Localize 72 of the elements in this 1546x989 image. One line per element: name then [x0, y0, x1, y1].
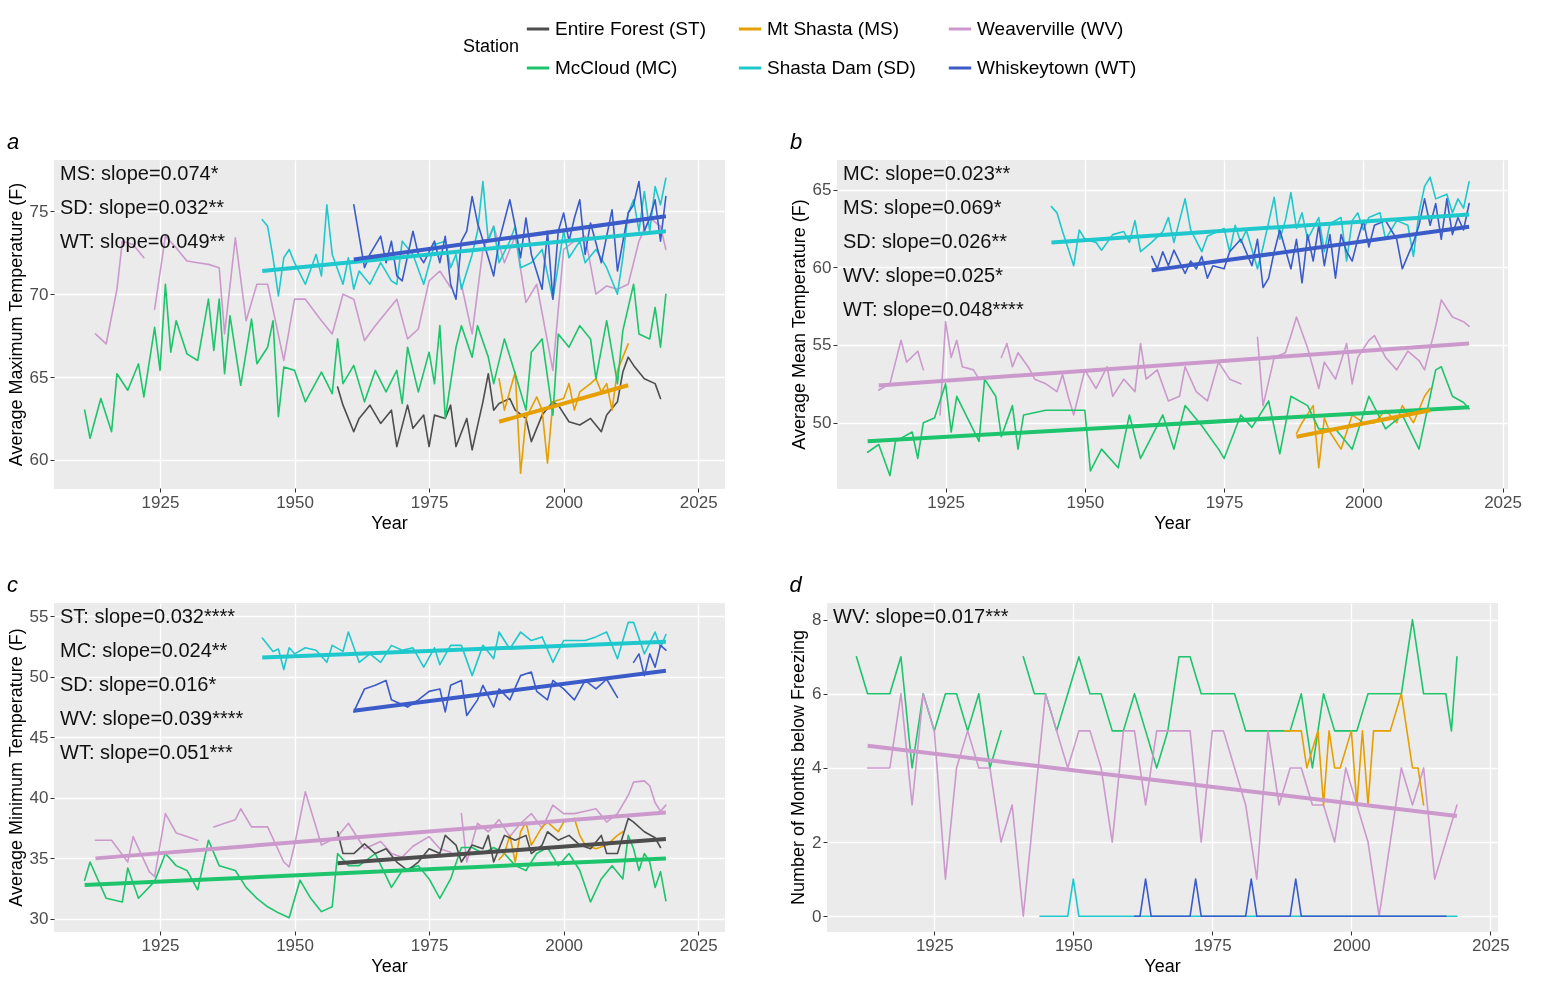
y-tick-label: 75: [29, 201, 49, 221]
annotation: SD: slope=0.016*: [60, 673, 217, 695]
y-axis-title: Average Minimum Temperature (F): [5, 628, 26, 907]
y-tick-label: 30: [29, 909, 49, 929]
x-tick-label: 1950: [276, 935, 314, 955]
chart-title: b: [790, 129, 803, 154]
annotation: MS: slope=0.069*: [843, 196, 1002, 218]
legend-label: Weaverville (WV): [977, 18, 1124, 39]
annotation: WT: slope=0.049**: [60, 230, 226, 252]
x-tick-label: 1925: [927, 492, 966, 512]
y-axis-title: Number of Months below Freezing: [788, 629, 809, 906]
x-tick-label: 1950: [1066, 492, 1105, 512]
annotation: WT: slope=0.051***: [60, 741, 234, 763]
annotation: SD: slope=0.032**: [60, 196, 225, 218]
annotation: WV: slope=0.017***: [833, 605, 1009, 627]
annotation: ST: slope=0.032****: [60, 605, 236, 627]
y-tick-label: 50: [29, 667, 49, 687]
y-axis-title: Average Maximum Temperature (F): [5, 182, 26, 467]
x-tick-label: 2000: [1344, 492, 1383, 512]
y-tick-label: 60: [29, 450, 49, 470]
y-tick-label: 45: [29, 727, 49, 747]
x-tick-label: 2025: [679, 935, 718, 955]
y-tick-label: 65: [29, 367, 49, 387]
x-tick-label: 2025: [1484, 492, 1522, 512]
x-tick-label: 1925: [141, 935, 180, 955]
y-tick-label: 70: [29, 284, 49, 304]
annotation: WV: slope=0.025*: [843, 264, 1004, 286]
x-tick-label: 1975: [410, 492, 449, 512]
chart-title: c: [7, 572, 19, 597]
annotation: SD: slope=0.026**: [843, 230, 1008, 252]
y-tick-label: 40: [29, 788, 49, 808]
x-tick-label: 2000: [545, 935, 584, 955]
legend-label: Mt Shasta (MS): [767, 18, 899, 39]
y-tick-label: 65: [812, 180, 832, 200]
y-tick-label: 50: [812, 413, 832, 433]
x-tick-label: 1975: [1193, 935, 1232, 955]
x-axis-title: Year: [371, 955, 408, 976]
y-tick-label: 0: [812, 906, 822, 926]
legend-label: Entire Forest (ST): [555, 18, 706, 39]
y-axis-title: Average Mean Temperature (F): [788, 199, 809, 450]
legend-title: Station: [463, 36, 520, 56]
x-tick-label: 2025: [679, 492, 718, 512]
legend-label: Shasta Dam (SD): [767, 57, 916, 78]
y-tick-label: 8: [812, 610, 822, 630]
x-tick-label: 1975: [1205, 492, 1244, 512]
chart-title: a: [7, 129, 20, 154]
x-tick-label: 2000: [545, 492, 584, 512]
x-axis-title: Year: [1144, 955, 1181, 976]
legend-label: Whiskeytown (WT): [977, 57, 1137, 78]
x-tick-label: 1925: [141, 492, 180, 512]
y-tick-label: 2: [812, 832, 822, 852]
annotation: MS: slope=0.074*: [60, 162, 219, 184]
x-tick-label: 1925: [915, 935, 954, 955]
chart-title: d: [789, 572, 803, 597]
x-tick-label: 1950: [1054, 935, 1093, 955]
annotation: WT: slope=0.048****: [843, 298, 1024, 320]
y-tick-label: 35: [29, 848, 49, 868]
x-tick-label: 1975: [410, 935, 449, 955]
y-tick-label: 6: [812, 684, 822, 704]
x-tick-label: 2000: [1332, 935, 1371, 955]
annotation: MC: slope=0.023**: [843, 162, 1011, 184]
y-tick-label: 60: [812, 257, 832, 277]
x-tick-label: 2025: [1471, 935, 1510, 955]
x-axis-title: Year: [1154, 512, 1191, 533]
legend-label: McCloud (MC): [555, 57, 678, 78]
x-tick-label: 1950: [276, 492, 314, 512]
annotation: WV: slope=0.039****: [60, 707, 244, 729]
y-tick-label: 55: [29, 606, 49, 626]
x-axis-title: Year: [371, 512, 408, 533]
y-tick-label: 4: [812, 758, 822, 778]
y-tick-label: 55: [812, 335, 832, 355]
annotation: MC: slope=0.024**: [60, 639, 228, 661]
